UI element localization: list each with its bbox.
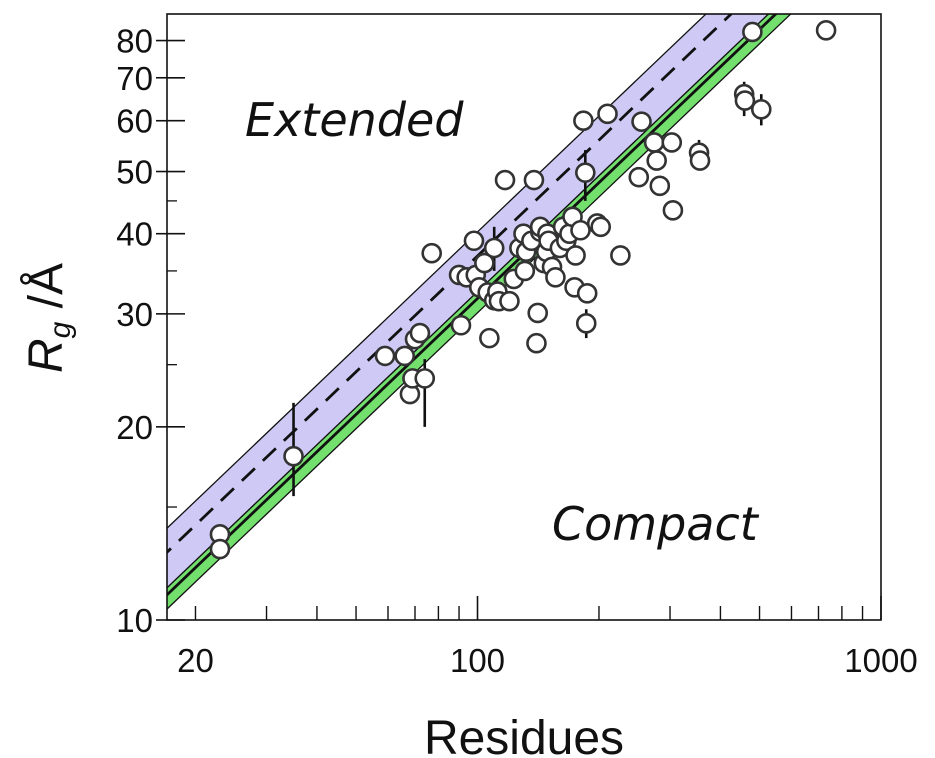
data-point [479, 327, 500, 349]
data-point [450, 314, 472, 336]
y-tick-label: 80 [116, 23, 153, 60]
y-tick-label: 40 [116, 216, 153, 253]
x-axis-ticks: 20 100 1000 [177, 596, 918, 679]
extended-upper-line [167, 14, 707, 530]
y-tick-label: 70 [116, 60, 153, 97]
compact-label: Compact [552, 497, 760, 551]
data-point [463, 230, 485, 252]
data-point [575, 162, 596, 183]
y-axis-label-unit: /Å [20, 263, 73, 322]
x-tick-label: 1000 [844, 642, 917, 679]
y-tick-label: 30 [116, 296, 153, 333]
data-point [649, 175, 671, 197]
data-point [570, 219, 591, 241]
data-point [209, 538, 231, 560]
data-point [689, 150, 711, 171]
data-point [643, 132, 665, 153]
data-point [750, 99, 772, 120]
data-point [394, 345, 415, 367]
y-tick-label: 20 [116, 409, 153, 446]
data-point [610, 245, 631, 266]
data-point [409, 322, 431, 344]
data-point [590, 216, 612, 238]
x-axis-label: Residues [424, 712, 624, 758]
compact-band [167, 14, 791, 610]
data-point [483, 237, 505, 259]
data-point [523, 169, 545, 191]
data-points [209, 20, 837, 560]
y-axis-label-subscript: g [44, 321, 77, 338]
extended-label: Extended [245, 93, 464, 147]
data-point [662, 200, 684, 221]
x-tick-label: 20 [177, 642, 214, 679]
compact-center-line [167, 14, 778, 597]
y-tick-label: 60 [116, 103, 153, 140]
data-point [474, 252, 495, 274]
y-axis-label: Rg /Å [20, 263, 77, 373]
band-layer [167, 14, 792, 610]
data-point [575, 313, 597, 334]
data-point [514, 260, 536, 282]
x-tick-label: 100 [450, 642, 505, 679]
compact-lower-line [167, 14, 792, 610]
data-point [374, 345, 396, 367]
data-point [499, 290, 520, 312]
data-point [631, 111, 652, 132]
y-axis-label-main: R [20, 338, 73, 373]
data-point [646, 150, 667, 171]
data-point [545, 267, 566, 288]
data-point [283, 445, 304, 467]
data-point [421, 242, 443, 264]
data-point [527, 302, 549, 324]
data-point [597, 103, 618, 125]
data-point [576, 282, 598, 304]
y-tick-label: 50 [116, 154, 153, 191]
data-point [734, 90, 756, 111]
data-point [414, 368, 436, 389]
data-point [494, 169, 516, 191]
data-point [573, 110, 594, 132]
data-point [742, 21, 763, 43]
data-point [526, 332, 547, 354]
data-point [815, 20, 837, 41]
data-point [661, 132, 683, 153]
y-tick-label: 10 [116, 602, 153, 639]
data-point [628, 166, 650, 188]
plot-frame [166, 13, 882, 621]
data-point [565, 245, 586, 266]
